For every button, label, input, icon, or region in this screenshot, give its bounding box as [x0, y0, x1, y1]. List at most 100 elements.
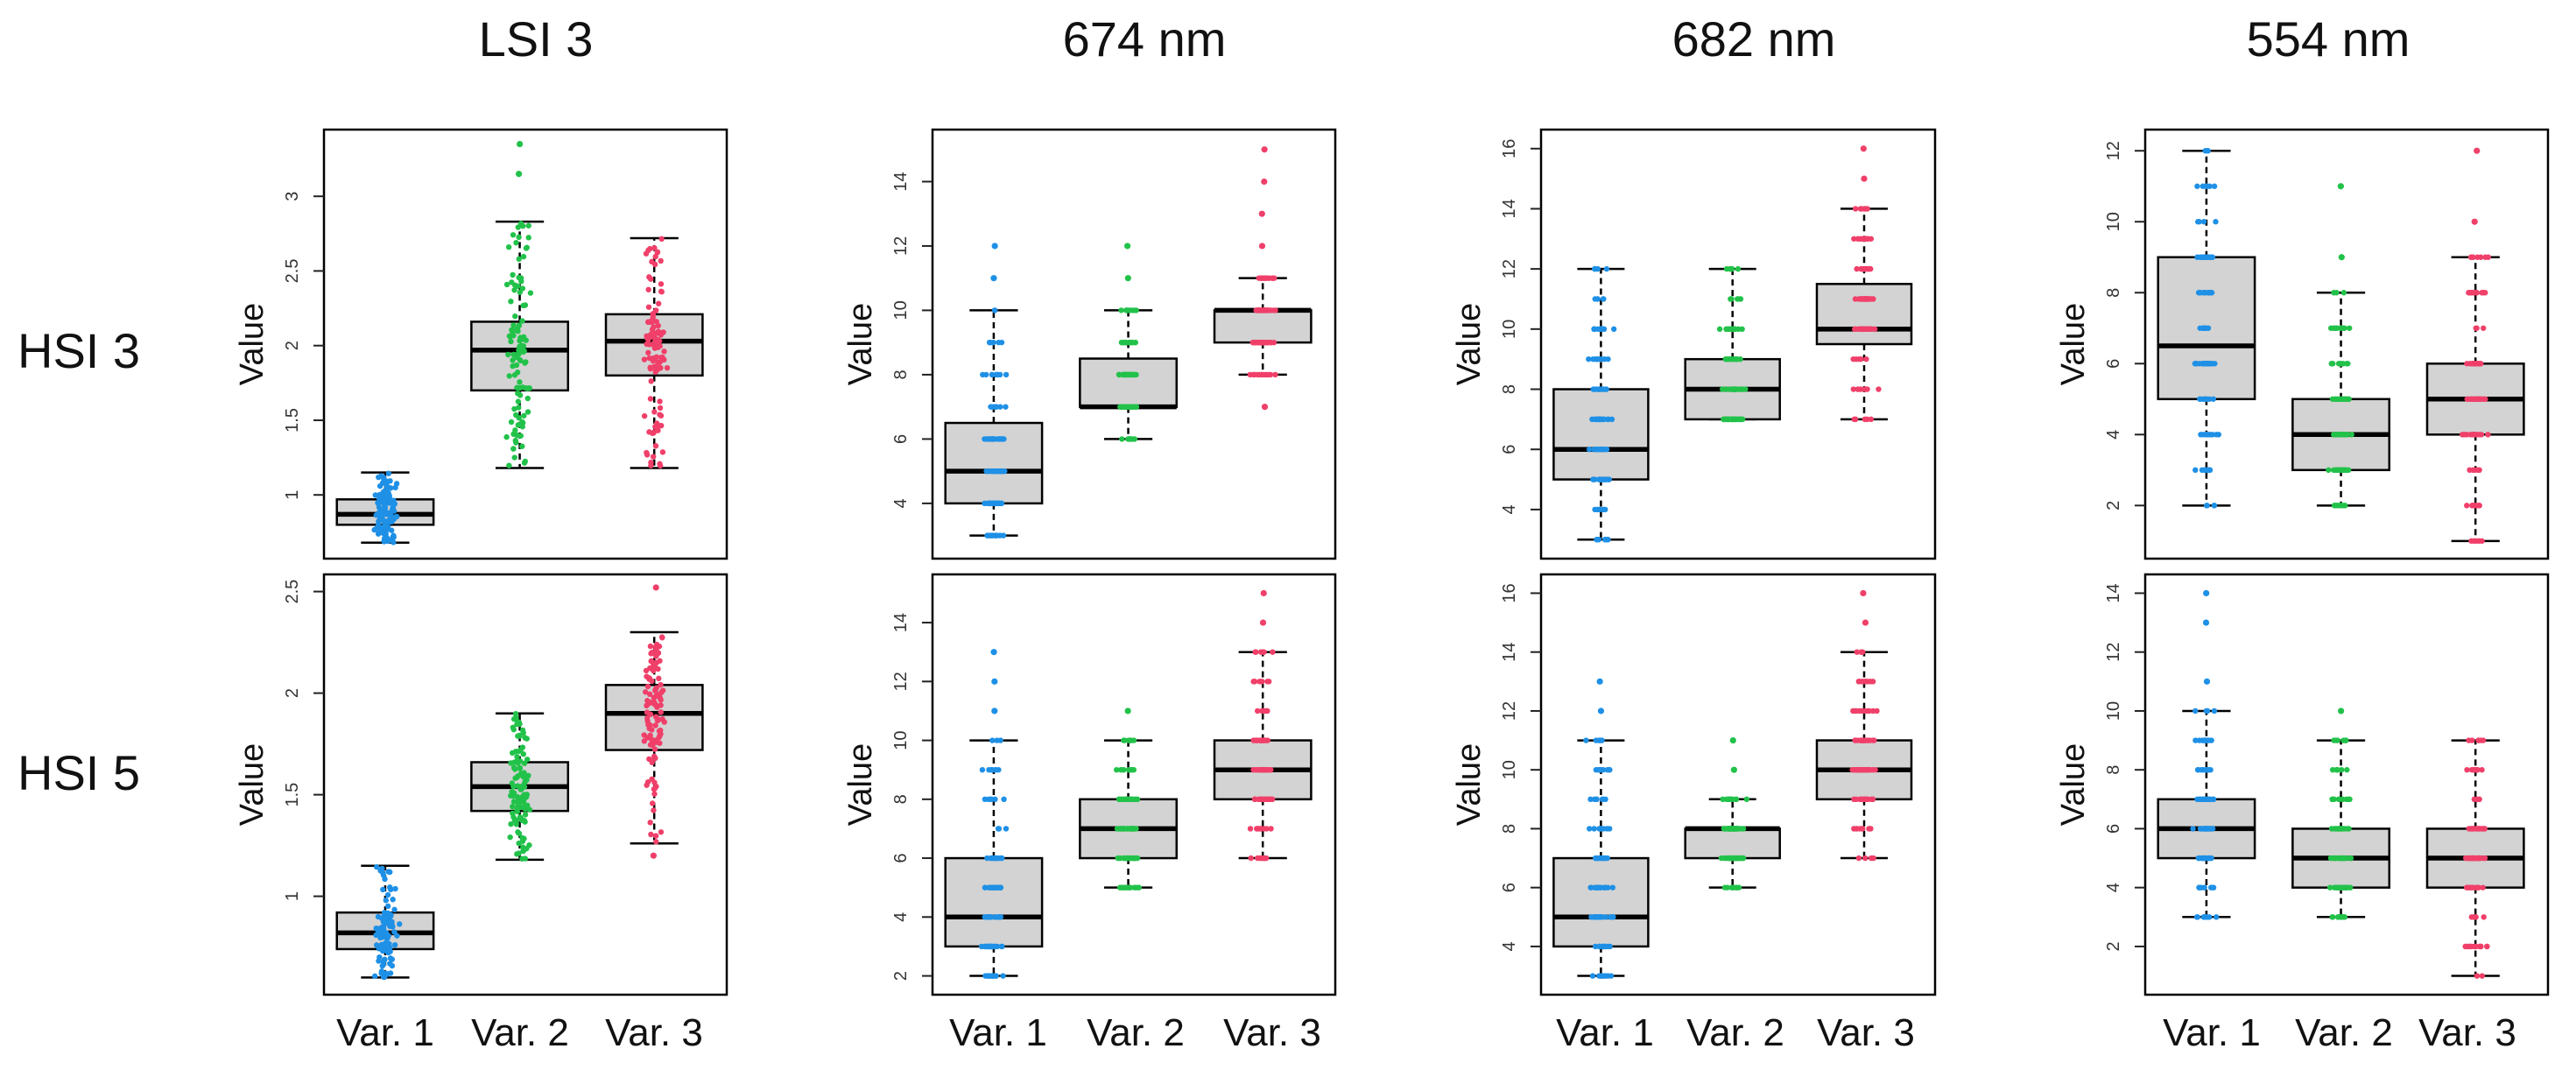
data-point	[391, 941, 398, 948]
data-point	[373, 942, 380, 948]
data-point	[1596, 476, 1602, 482]
data-point	[2192, 707, 2199, 714]
data-point	[651, 746, 658, 752]
data-point	[658, 709, 664, 715]
data-point	[2193, 914, 2200, 920]
data-point	[2206, 467, 2214, 474]
data-point	[652, 833, 659, 839]
data-point	[2466, 855, 2472, 862]
data-point	[2328, 826, 2335, 832]
y-axis-title: Value	[234, 743, 271, 826]
outlier-point	[1258, 210, 1265, 217]
data-point	[1593, 884, 1599, 890]
data-point	[1121, 766, 1127, 773]
data-point	[380, 524, 386, 531]
data-point	[2470, 361, 2477, 367]
xlabel-col4-var1: Var. 1	[2163, 1011, 2261, 1054]
data-point	[649, 800, 656, 806]
panel-1-4: Value 2 4 6 8 10 12	[2055, 128, 2550, 560]
outlier-point	[1730, 766, 1737, 773]
data-point	[653, 702, 659, 708]
data-point	[658, 829, 665, 835]
data-point	[658, 681, 664, 688]
y-tick-label: 16	[1500, 583, 1519, 602]
outlier-point	[2202, 619, 2210, 626]
data-point	[1731, 884, 1737, 890]
data-point	[2196, 737, 2203, 743]
data-point	[648, 831, 654, 838]
xlabel-col3-var1: Var. 1	[1556, 1011, 1654, 1054]
data-point	[508, 299, 514, 305]
data-point	[2479, 766, 2485, 773]
data-point	[1851, 796, 1857, 803]
data-point	[645, 304, 652, 310]
data-point	[516, 415, 522, 421]
data-point	[510, 363, 516, 370]
data-point	[646, 756, 652, 763]
data-point	[390, 504, 396, 510]
data-point	[507, 834, 513, 841]
data-point	[510, 322, 517, 328]
data-point	[2475, 737, 2481, 743]
data-point	[648, 276, 654, 282]
data-point	[1874, 707, 1880, 714]
data-point	[509, 279, 515, 285]
data-point	[514, 354, 520, 361]
data-point	[526, 385, 533, 391]
data-point	[1259, 371, 1265, 378]
data-point	[1855, 679, 1862, 685]
data-point	[1259, 679, 1265, 685]
data-point	[2195, 219, 2201, 225]
data-point	[525, 772, 531, 779]
y-tick-label: 1	[283, 891, 302, 901]
data-point	[2463, 432, 2470, 438]
data-point	[517, 275, 524, 282]
data-point	[657, 412, 663, 418]
data-point	[1594, 537, 1601, 543]
data-point	[2326, 467, 2332, 474]
data-point	[2195, 766, 2201, 773]
data-point	[1591, 796, 1598, 803]
data-point	[1272, 307, 1278, 313]
data-point	[1852, 206, 1859, 212]
data-point	[378, 941, 385, 947]
data-point	[384, 903, 391, 910]
data-point	[989, 796, 995, 803]
data-point	[514, 370, 521, 376]
y-tick-label: 12	[2104, 643, 2123, 662]
box-body	[944, 421, 1044, 505]
data-point	[2331, 467, 2337, 474]
data-point	[390, 897, 396, 903]
data-point	[1728, 296, 1734, 302]
data-point	[383, 897, 389, 904]
data-point	[1604, 416, 1611, 423]
data-point	[651, 694, 658, 701]
data-point	[510, 431, 517, 437]
data-point	[1266, 766, 1273, 773]
data-point	[1121, 737, 1127, 743]
y-tick-label: 4	[2104, 883, 2123, 892]
outlier-point	[1259, 619, 1267, 626]
data-point	[2344, 766, 2350, 773]
data-point	[1601, 476, 1608, 482]
data-point	[1121, 884, 1127, 890]
data-point	[1597, 884, 1604, 890]
data-point	[1000, 973, 1006, 979]
data-point	[510, 724, 517, 730]
outlier-point	[991, 678, 998, 685]
data-point	[1867, 826, 1873, 832]
data-point	[1130, 307, 1136, 313]
data-point	[384, 526, 391, 533]
box-1	[1552, 265, 1650, 543]
data-point	[658, 257, 664, 264]
data-point	[520, 302, 526, 309]
outlier-point	[1860, 145, 1867, 152]
data-point	[517, 433, 524, 439]
data-point	[659, 449, 666, 455]
data-point	[2347, 855, 2354, 862]
data-point	[515, 328, 521, 334]
data-point	[1602, 796, 1608, 803]
data-point	[2347, 796, 2353, 803]
data-point	[1001, 796, 1007, 803]
